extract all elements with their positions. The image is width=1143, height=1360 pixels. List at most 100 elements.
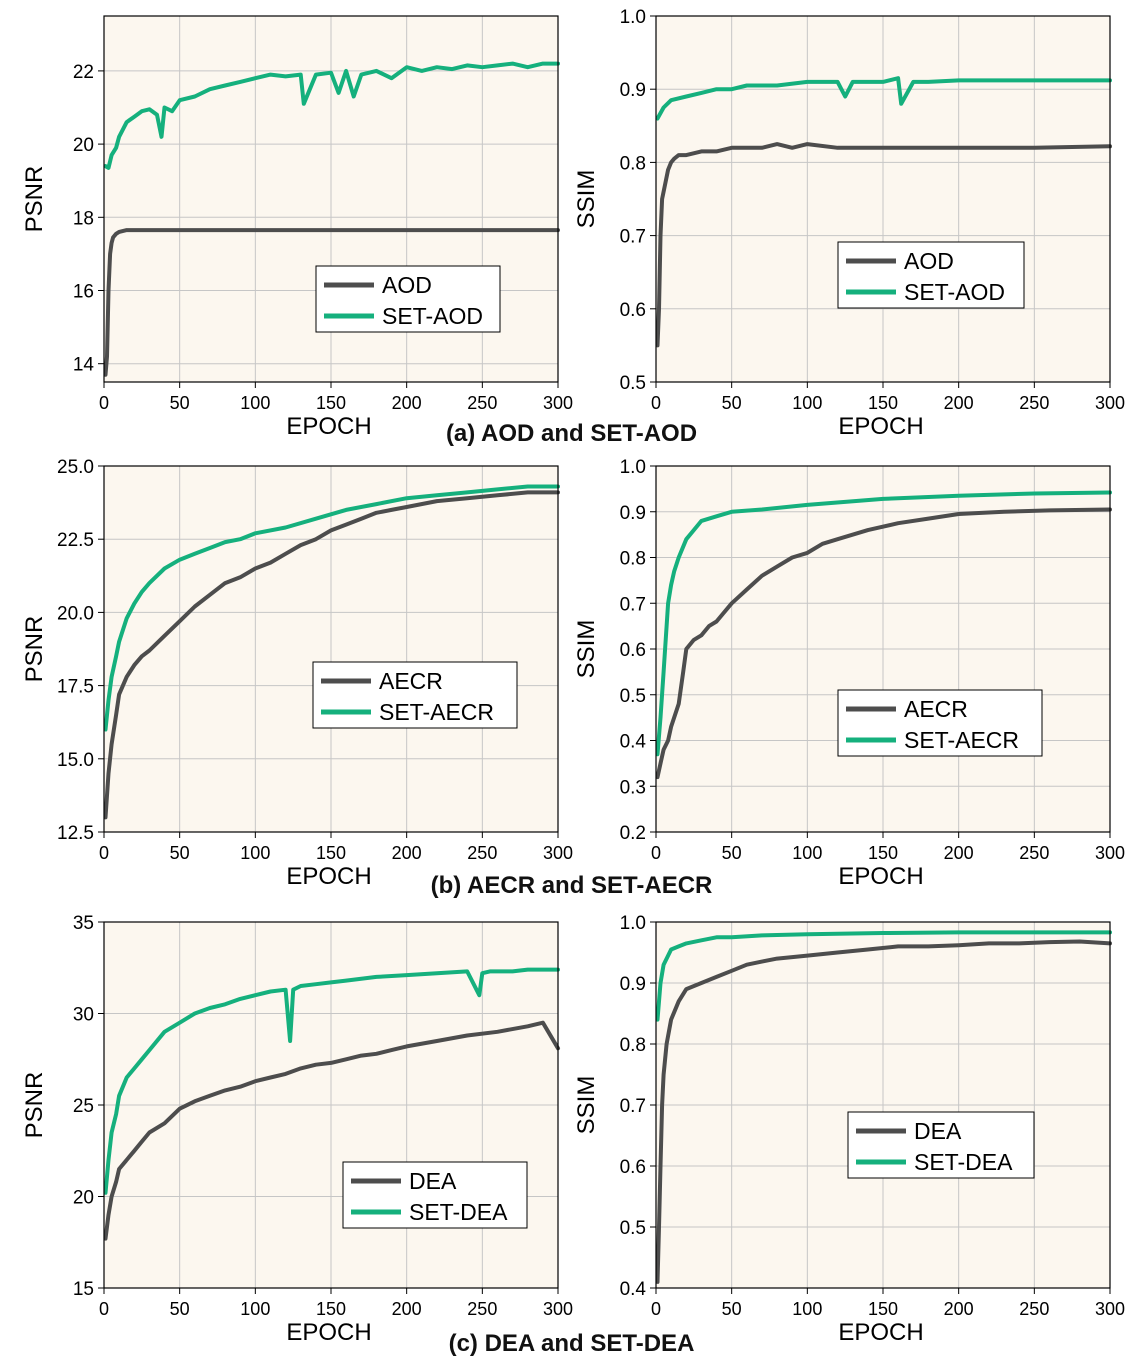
x-tick-label: 50 [170, 393, 190, 413]
legend-label: DEA [409, 1168, 457, 1194]
x-axis-label: EPOCH [838, 1319, 923, 1346]
x-tick-label: 100 [240, 393, 270, 413]
y-tick-label: 25 [73, 1096, 94, 1117]
y-axis-label: PSNR [21, 616, 48, 683]
x-tick-label: 100 [792, 393, 822, 413]
x-tick-label: 300 [1095, 843, 1125, 863]
chart-panel-6: 0 50 100 150 200 250 300 0.4 0.5 0.6 0.7 0.8 0.9 1.0 E… [573, 913, 1125, 1346]
legend-box [837, 689, 1043, 757]
series-line-set-aecr [655, 490, 1112, 757]
series-line-set-aod [103, 61, 560, 170]
x-tick-label: 100 [792, 843, 822, 863]
caption-a: (a) AOD and SET-AOD [445, 420, 698, 447]
y-tick-label: 1.0 [620, 7, 646, 28]
y-tick-label: 0.9 [620, 974, 646, 995]
x-tick-label: 50 [722, 843, 742, 863]
x-tick-label: 0 [651, 393, 661, 413]
x-tick-label: 0 [99, 843, 109, 863]
x-tick-label: 200 [392, 843, 422, 863]
x-tick-label: 150 [316, 393, 346, 413]
x-tick-label: 250 [1019, 843, 1049, 863]
x-tick-label: 0 [651, 843, 661, 863]
legend-label: SET-DEA [409, 1199, 508, 1225]
legend-box [315, 265, 501, 333]
y-tick-label: 17.5 [57, 677, 94, 698]
y-tick-label: 0.4 [620, 1279, 647, 1300]
x-tick-label: 300 [543, 843, 573, 863]
y-tick-label: 0.9 [620, 503, 646, 524]
y-axis-label: SSIM [573, 1076, 600, 1135]
legend-label: AECR [904, 696, 968, 722]
chart-panel-2: 0 50 100 150 200 250 300 0.5 0.6 0.7 0.8 0.9 1.0 EPOC… [573, 7, 1125, 440]
y-tick-label: 0.9 [620, 80, 646, 101]
y-tick-label: 1.0 [620, 913, 646, 934]
x-axis-label: EPOCH [838, 863, 923, 890]
series-line-set-aod [655, 76, 1112, 121]
legend-label: DEA [914, 1118, 962, 1144]
x-tick-label: 0 [99, 393, 109, 413]
y-tick-label: 30 [73, 1005, 94, 1026]
x-axis-label: EPOCH [286, 413, 371, 440]
y-tick-label: 0.7 [620, 594, 646, 615]
y-tick-label: 0.2 [620, 823, 646, 844]
y-tick-label: 1.0 [620, 457, 646, 478]
series-line-aod [103, 228, 560, 377]
x-tick-label: 200 [392, 1299, 422, 1319]
legend-label: AOD [904, 248, 954, 274]
series-line-set-dea [655, 930, 1112, 1022]
y-axis-label: PSNR [21, 1072, 48, 1139]
x-tick-label: 300 [1095, 1299, 1125, 1319]
x-tick-label: 100 [240, 1299, 270, 1319]
legend-label: AOD [382, 272, 432, 298]
x-tick-label: 250 [1019, 1299, 1049, 1319]
series-line-dea [103, 1020, 560, 1241]
legend-label: AECR [379, 668, 443, 694]
x-tick-label: 200 [944, 843, 974, 863]
x-tick-label: 150 [316, 1299, 346, 1319]
x-tick-label: 150 [868, 393, 898, 413]
caption-b: (b) AECR and SET-AECR [430, 872, 713, 899]
x-axis-label: EPOCH [838, 413, 923, 440]
legend-label: SET-AOD [382, 303, 483, 329]
x-tick-label: 300 [1095, 393, 1125, 413]
y-tick-label: 22 [73, 62, 94, 83]
y-tick-label: 12.5 [57, 823, 94, 844]
y-tick-label: 22.5 [57, 530, 94, 551]
series-line-aod [655, 142, 1112, 348]
x-tick-label: 150 [316, 843, 346, 863]
y-tick-label: 0.8 [620, 153, 646, 174]
series-line-aecr [103, 490, 560, 820]
caption-c: (c) DEA and SET-DEA [448, 1330, 695, 1357]
y-tick-label: 0.4 [620, 732, 647, 753]
y-tick-label: 0.6 [620, 640, 646, 661]
series-line-set-dea [103, 967, 560, 1195]
y-tick-label: 0.3 [620, 777, 646, 798]
x-tick-label: 250 [467, 843, 497, 863]
series-line-dea [655, 939, 1112, 1284]
y-tick-label: 20.0 [57, 603, 94, 624]
chart-panel-1: 0 50 100 150 200 250 300 14 16 18 20 22 EPOCH PSNR AOD… [21, 15, 573, 440]
y-tick-label: 0.7 [620, 227, 646, 248]
x-tick-label: 100 [240, 843, 270, 863]
x-tick-label: 200 [944, 393, 974, 413]
y-tick-label: 20 [73, 1188, 94, 1209]
chart-panel-4: 0 50 100 150 200 250 300 0.2 0.3 0.4 0.5 0.6 0.7 0.8 0… [573, 457, 1125, 890]
legend-box [342, 1161, 528, 1229]
legend-box [847, 1111, 1035, 1179]
x-tick-label: 50 [722, 1299, 742, 1319]
chart-panel-3: 0 50 100 150 200 250 300 12.5 15.0 17.5 20.0 22.5 25… [21, 457, 573, 890]
x-tick-label: 50 [722, 393, 742, 413]
y-tick-label: 0.8 [620, 1035, 646, 1056]
x-tick-label: 50 [170, 1299, 190, 1319]
y-tick-label: 0.8 [620, 549, 646, 570]
x-tick-label: 300 [543, 393, 573, 413]
x-axis-label: EPOCH [286, 1319, 371, 1346]
legend-label: SET-AECR [379, 699, 494, 725]
y-tick-label: 0.5 [620, 686, 646, 707]
x-axis-label: EPOCH [286, 863, 371, 890]
chart-panel-5: 0 50 100 150 200 250 300 15 20 25 30 35 EPOCH PSNR DEA… [21, 913, 573, 1346]
legend-label: SET-AOD [904, 279, 1005, 305]
x-tick-label: 150 [868, 1299, 898, 1319]
y-axis-label: SSIM [573, 170, 600, 229]
